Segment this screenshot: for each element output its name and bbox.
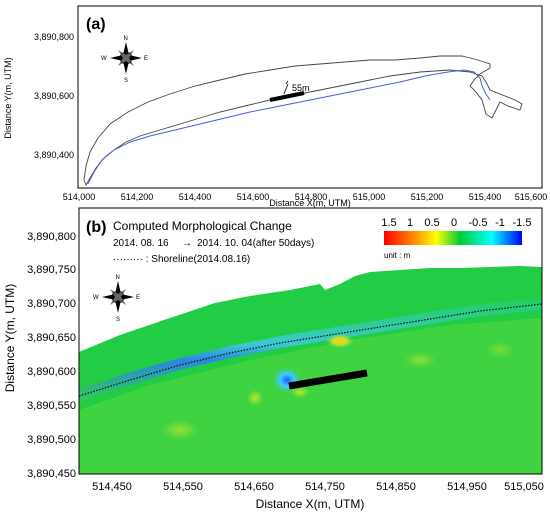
panel-a-shoreline: [87, 69, 491, 185]
tick-label: 515,400: [469, 192, 502, 202]
tick-label: 3,890,400: [34, 150, 74, 160]
tick-label: 3,890,500: [27, 434, 76, 446]
svg-text:N: N: [124, 36, 128, 42]
svg-text:S: S: [124, 78, 128, 84]
panel-a: (a) 55m N S E W 3,890,800 3,8: [3, 5, 548, 208]
tick-label: 3,890,450: [27, 468, 76, 480]
tick-label: 514,850: [376, 481, 416, 493]
panel-b-y-label: Distance Y(m, UTM): [3, 284, 17, 392]
panel-b-frame: [78, 207, 543, 475]
panel-a-distance-annotation: 55m: [292, 83, 310, 93]
panel-b-period-end: 2014. 10. 04(after 50days): [197, 238, 314, 249]
tick-label: 514,950: [447, 481, 487, 493]
panel-b-period-start: 2014. 08. 16: [113, 238, 169, 249]
panel-a-x-ticks: 514,000 514,200 514,400 514,600 514,800 …: [63, 192, 548, 202]
panel-b-period-arrow: →: [182, 238, 192, 249]
colorbar-tick: 0.5: [424, 217, 439, 229]
panel-a-compass-icon: N S E W: [101, 36, 148, 84]
tick-label: 514,750: [305, 481, 345, 493]
tick-label: 3,890,800: [27, 231, 76, 243]
panel-b-label: (b): [86, 219, 106, 236]
tick-label: 514,800: [295, 192, 328, 202]
panel-b-title: Computed Morphological Change: [113, 219, 292, 233]
colorbar-tick: 1: [407, 217, 413, 229]
panel-a-label: (a): [86, 16, 106, 33]
tick-label: 514,450: [92, 481, 132, 493]
svg-text:E: E: [144, 56, 148, 62]
svg-text:S: S: [116, 317, 120, 323]
tick-label: 514,550: [163, 481, 203, 493]
svg-text:W: W: [101, 56, 107, 62]
colorbar-tick: 1.5: [381, 217, 396, 229]
colorbar-tick: -0.5: [469, 217, 488, 229]
panel-b-colorbar: 1.5 1 0.5 0 -0.5 -1 -1.5 unit : m: [381, 217, 531, 260]
svg-text:W: W: [93, 295, 99, 301]
tick-label: 3,890,650: [27, 332, 76, 344]
colorbar-tick: -1: [495, 217, 505, 229]
tick-label: 3,890,550: [27, 400, 76, 412]
tick-label: 3,890,750: [27, 264, 76, 276]
tick-label: 3,890,700: [27, 298, 76, 310]
panel-a-y-ticks: 3,890,800 3,890,600 3,890,400: [34, 32, 74, 160]
panel-b-y-ticks: 3,890,800 3,890,750 3,890,700 3,890,650 …: [27, 231, 76, 480]
colorbar-unit: unit : m: [384, 251, 411, 260]
panel-b-compass-icon: N S E W: [93, 275, 140, 323]
svg-text:E: E: [136, 295, 140, 301]
panel-a-coastline: [83, 55, 523, 187]
tick-label: 515,050: [504, 481, 544, 493]
tick-label: 514,650: [234, 481, 274, 493]
panel-a-x-label: Distance X(m, UTM): [269, 198, 351, 208]
colorbar-gradient: [384, 231, 522, 245]
tick-label: 3,890,600: [34, 91, 74, 101]
panel-b-x-label: Distance X(m, UTM): [256, 497, 365, 511]
svg-text:N: N: [116, 275, 120, 281]
tick-label: 515,600: [515, 192, 548, 202]
panel-b-shoreline-legend: ········· : Shoreline(2014.08.16): [113, 254, 250, 265]
tick-label: 514,600: [237, 192, 270, 202]
panel-b: (b) Computed Morphological Change 2014. …: [3, 207, 544, 511]
tick-label: 514,400: [179, 192, 212, 202]
tick-label: 514,200: [121, 192, 154, 202]
tick-label: 515,000: [353, 192, 386, 202]
tick-label: 515,200: [411, 192, 444, 202]
panel-b-x-ticks: 514,450 514,550 514,650 514,750 514,850 …: [92, 481, 544, 493]
panel-a-y-label: Distance Y(m, UTM): [3, 57, 13, 138]
panel-b-shoreline: [79, 303, 542, 397]
colorbar-tick: 0: [451, 217, 457, 229]
tick-label: 514,000: [63, 192, 96, 202]
panel-a-frame: [77, 5, 543, 189]
tick-label: 3,890,800: [34, 32, 74, 42]
panel-a-breakwater: [269, 91, 305, 102]
tick-label: 3,890,600: [27, 366, 76, 378]
panel-b-breakwater: [288, 369, 368, 390]
colorbar-tick: -1.5: [513, 217, 532, 229]
